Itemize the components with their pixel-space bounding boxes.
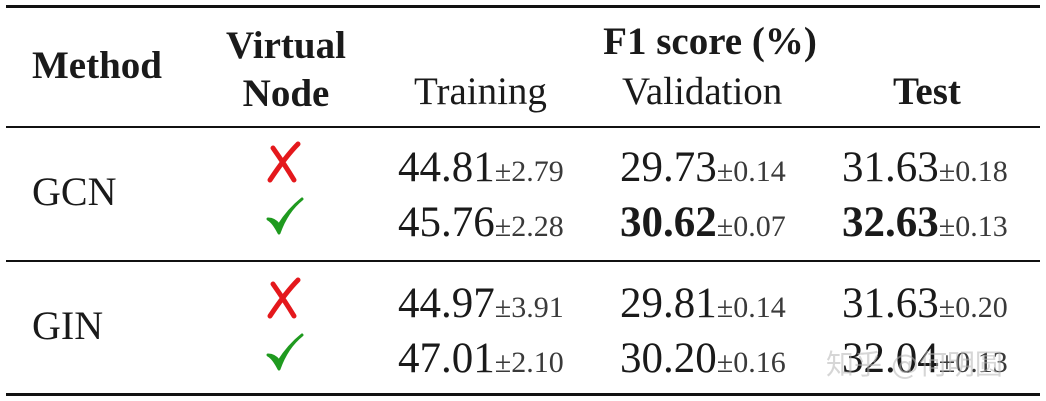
- top-rule: [6, 5, 1040, 8]
- method-gcn: GCN: [32, 169, 117, 214]
- method-gin: GIN: [32, 303, 104, 348]
- test-cell: 32.63±0.13: [842, 201, 1008, 244]
- bottom-rule: [6, 393, 1040, 396]
- training-cell: 44.81±2.79: [398, 146, 564, 189]
- training-cell: 44.97±3.91: [398, 282, 564, 325]
- test-value: 31.63: [842, 280, 939, 327]
- test-value: 32.63: [842, 199, 939, 246]
- header-test: Test: [893, 70, 961, 113]
- validation-value: 30.62: [620, 199, 717, 246]
- header-method: Method: [32, 44, 162, 87]
- training-value: 45.76: [398, 199, 495, 246]
- test-std: ±0.20: [938, 291, 1008, 324]
- check-icon: [264, 195, 304, 239]
- test-cell: 31.63±0.20: [842, 282, 1008, 325]
- test-cell: 32.04±0.13: [842, 337, 1008, 380]
- test-std: ±0.13: [938, 210, 1008, 243]
- cross-icon: [264, 276, 304, 320]
- validation-cell: 30.62±0.07: [620, 201, 786, 244]
- cross-icon: [264, 140, 304, 184]
- training-std: ±2.28: [494, 210, 564, 243]
- training-std: ±2.10: [494, 346, 564, 379]
- test-cell: 31.63±0.18: [842, 146, 1008, 189]
- training-value: 47.01: [398, 335, 495, 382]
- validation-value: 30.20: [620, 335, 717, 382]
- training-cell: 45.76±2.28: [398, 201, 564, 244]
- training-value: 44.81: [398, 144, 495, 191]
- validation-std: ±0.16: [716, 346, 786, 379]
- validation-std: ±0.07: [716, 210, 786, 243]
- training-std: ±2.79: [494, 155, 564, 188]
- header-rule: [6, 126, 1040, 128]
- test-value: 32.04: [842, 335, 939, 382]
- group-separator-rule: [6, 260, 1040, 262]
- validation-cell: 29.81±0.14: [620, 282, 786, 325]
- training-cell: 47.01±2.10: [398, 337, 564, 380]
- watermark: 知乎 @何明圆: [826, 348, 1003, 381]
- test-value: 31.63: [842, 144, 939, 191]
- validation-value: 29.81: [620, 280, 717, 327]
- training-value: 44.97: [398, 280, 495, 327]
- test-std: ±0.13: [938, 346, 1008, 379]
- check-icon: [264, 331, 304, 375]
- validation-std: ±0.14: [716, 155, 786, 188]
- validation-value: 29.73: [620, 144, 717, 191]
- header-training: Training: [414, 70, 547, 113]
- header-validation: Validation: [622, 70, 783, 113]
- header-f1-score: F1 score (%): [603, 20, 817, 63]
- validation-std: ±0.14: [716, 291, 786, 324]
- training-std: ±3.91: [494, 291, 564, 324]
- test-std: ±0.18: [938, 155, 1008, 188]
- validation-cell: 30.20±0.16: [620, 337, 786, 380]
- header-virtual-node-line2: Node: [242, 72, 330, 115]
- header-virtual-node-line1: Virtual: [226, 24, 346, 67]
- header-virtual-node: Virtual Node: [206, 22, 366, 118]
- validation-cell: 29.73±0.14: [620, 146, 786, 189]
